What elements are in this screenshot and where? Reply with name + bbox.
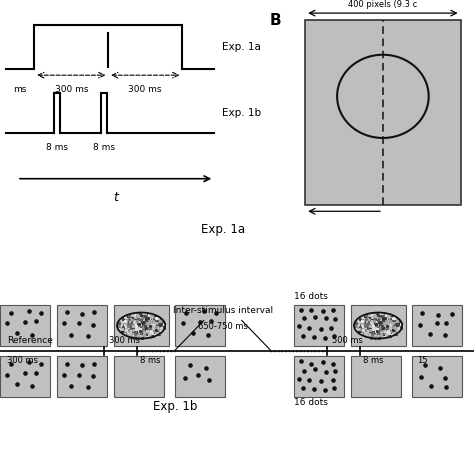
Text: 650-750 ms: 650-750 ms xyxy=(198,322,248,331)
Text: Reference: Reference xyxy=(7,336,53,345)
Text: 500 ms: 500 ms xyxy=(332,336,363,345)
Bar xyxy=(412,356,462,397)
Text: 8 ms: 8 ms xyxy=(46,143,68,152)
Bar xyxy=(305,20,461,205)
Bar xyxy=(351,305,405,346)
Text: 8 ms: 8 ms xyxy=(140,356,160,365)
Text: 8 ms: 8 ms xyxy=(363,356,383,365)
Text: 300 ms: 300 ms xyxy=(7,356,38,365)
Text: ms: ms xyxy=(13,85,26,94)
Text: 300 ms: 300 ms xyxy=(109,336,140,345)
Text: 16 dots: 16 dots xyxy=(294,399,328,408)
Text: Inter-stimulus interval: Inter-stimulus interval xyxy=(173,306,273,315)
Bar xyxy=(57,305,107,346)
Bar xyxy=(294,305,344,346)
Text: Exp. 1a: Exp. 1a xyxy=(222,42,261,52)
Text: 400 pixels (9.3 c: 400 pixels (9.3 c xyxy=(348,0,418,9)
Text: 15: 15 xyxy=(417,356,428,365)
Text: t: t xyxy=(113,191,118,204)
Bar xyxy=(57,356,107,397)
Bar xyxy=(175,356,225,397)
Text: Exp. 1b: Exp. 1b xyxy=(153,400,198,413)
Bar xyxy=(294,356,344,397)
Bar xyxy=(412,305,462,346)
Bar xyxy=(351,356,401,397)
Text: 300 ms: 300 ms xyxy=(128,85,162,94)
Bar xyxy=(0,305,50,346)
Text: Exp. 1b: Exp. 1b xyxy=(222,108,261,118)
Bar xyxy=(114,356,164,397)
Bar xyxy=(114,305,169,346)
Bar xyxy=(175,305,225,346)
Text: 16 dots: 16 dots xyxy=(294,292,328,301)
Text: Exp. 1a: Exp. 1a xyxy=(201,223,245,236)
Text: B: B xyxy=(270,13,281,28)
Bar xyxy=(0,356,50,397)
Text: 8 ms: 8 ms xyxy=(93,143,115,152)
Text: 300 ms: 300 ms xyxy=(55,85,88,94)
